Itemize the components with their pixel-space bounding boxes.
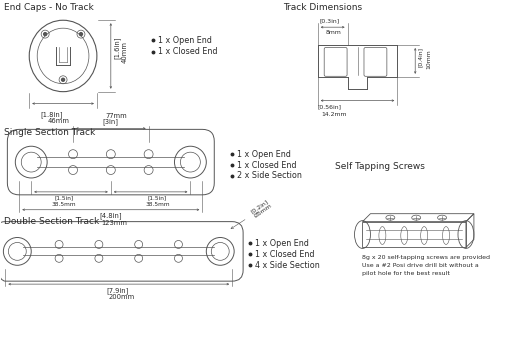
Circle shape [80, 33, 82, 36]
Text: 40mm: 40mm [122, 41, 128, 63]
Text: Double Section Track: Double Section Track [4, 217, 100, 226]
Circle shape [44, 33, 47, 36]
Text: 1 x Open End: 1 x Open End [158, 36, 211, 44]
Text: [1.5in]: [1.5in] [55, 195, 74, 200]
Text: 1 x Open End: 1 x Open End [255, 239, 309, 248]
Text: Use a #2 Posi drive drill bit without a: Use a #2 Posi drive drill bit without a [363, 263, 479, 268]
Text: [7.9in]: [7.9in] [107, 287, 129, 294]
Text: [1.8in]: [1.8in] [40, 112, 62, 118]
Text: [0.4in]: [0.4in] [418, 47, 423, 67]
Text: 200mm: 200mm [109, 294, 135, 300]
Text: [1.5in]: [1.5in] [148, 195, 167, 200]
Text: [0.56in]: [0.56in] [318, 105, 342, 110]
Text: 38.5mm: 38.5mm [52, 202, 76, 207]
Text: 38.5mm: 38.5mm [145, 202, 170, 207]
Text: 1 x Closed End: 1 x Closed End [158, 48, 217, 56]
Text: pilot hole for the best result: pilot hole for the best result [363, 271, 450, 276]
Text: 77mm: 77mm [106, 113, 127, 119]
Text: [1.6in]: [1.6in] [114, 37, 121, 59]
Text: 1 x Closed End: 1 x Closed End [255, 250, 314, 259]
Text: [0.2in]
Ø5mm: [0.2in] Ø5mm [231, 198, 273, 229]
Text: 1 x Closed End: 1 x Closed End [237, 161, 297, 170]
Text: Track Dimensions: Track Dimensions [283, 4, 362, 12]
Text: [4.8in]: [4.8in] [99, 213, 122, 219]
Text: 1 x Open End: 1 x Open End [237, 150, 291, 159]
Text: 8g x 20 self-tapping screws are provided: 8g x 20 self-tapping screws are provided [363, 256, 491, 260]
Text: 2 x Side Section: 2 x Side Section [237, 172, 302, 181]
Text: 123mm: 123mm [101, 220, 127, 226]
Text: Self Tapping Screws: Self Tapping Screws [335, 162, 424, 171]
Text: Single Section Track: Single Section Track [4, 128, 96, 137]
Text: 8mm: 8mm [326, 30, 341, 35]
Circle shape [62, 78, 65, 81]
Text: End Caps - No Track: End Caps - No Track [4, 4, 94, 12]
Text: 14.2mm: 14.2mm [322, 112, 347, 117]
Text: 46mm: 46mm [48, 118, 70, 125]
Text: [0.3in]: [0.3in] [320, 18, 340, 23]
Text: 10mm: 10mm [426, 49, 431, 69]
Text: [3in]: [3in] [103, 119, 119, 125]
Text: 4 x Side Section: 4 x Side Section [255, 261, 320, 270]
